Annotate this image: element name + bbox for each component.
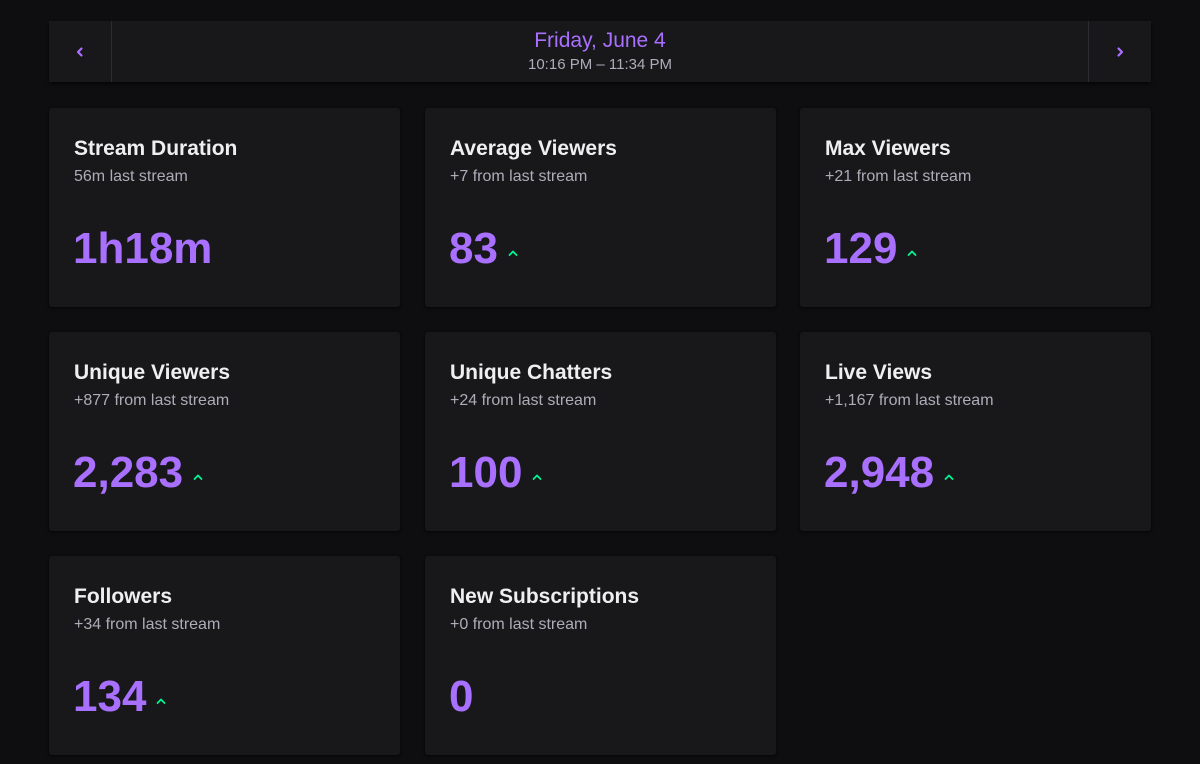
trend-up-icon xyxy=(508,250,518,256)
stat-title: Stream Duration xyxy=(74,137,238,160)
stat-title: Unique Chatters xyxy=(450,361,613,384)
stat-comparison: +7 from last stream xyxy=(450,168,588,185)
stat-title: Live Views xyxy=(825,361,933,384)
trend-up-icon xyxy=(193,474,203,480)
stat-card-average-viewers: Average Viewers +7 from last stream 83 xyxy=(425,108,776,307)
stat-title: Average Viewers xyxy=(450,137,617,160)
stat-title: Followers xyxy=(74,585,173,608)
stat-comparison: +877 from last stream xyxy=(74,392,230,409)
date-navigator: Friday, June 4 10:16 PM – 11:34 PM xyxy=(49,21,1151,82)
stat-comparison: 56m last stream xyxy=(74,168,188,185)
stat-value: 0 xyxy=(449,672,474,721)
stat-title: Unique Viewers xyxy=(74,361,231,384)
stat-comparison: +0 from last stream xyxy=(450,616,588,633)
stat-comparison: +34 from last stream xyxy=(74,616,221,633)
stat-title: New Subscriptions xyxy=(450,585,640,608)
stream-date-display: Friday, June 4 10:16 PM – 11:34 PM xyxy=(112,21,1088,82)
chevron-right-icon xyxy=(1117,46,1124,57)
stat-value: 83 xyxy=(449,224,498,273)
stat-value: 134 xyxy=(73,672,147,721)
stat-value: 2,283 xyxy=(73,448,184,497)
next-stream-button[interactable] xyxy=(1088,21,1151,82)
trend-up-icon xyxy=(944,474,954,480)
stat-card-stream-duration: Stream Duration 56m last stream 1h18m xyxy=(49,108,400,307)
stat-value: 129 xyxy=(824,224,898,273)
chevron-left-icon xyxy=(76,46,83,57)
stat-card-max-viewers: Max Viewers +21 from last stream 129 xyxy=(800,108,1151,307)
stat-comparison: +21 from last stream xyxy=(825,168,972,185)
stat-comparison: +24 from last stream xyxy=(450,392,597,409)
stat-card-unique-viewers: Unique Viewers +877 from last stream 2,2… xyxy=(49,332,400,531)
stat-value: 100 xyxy=(449,448,523,497)
stat-card-unique-chatters: Unique Chatters +24 from last stream 100 xyxy=(425,332,776,531)
trend-up-icon xyxy=(533,474,542,480)
stat-card-new-subscriptions: New Subscriptions +0 from last stream 0 xyxy=(425,556,776,755)
stream-date: Friday, June 4 xyxy=(534,29,666,52)
stream-time-range: 10:16 PM – 11:34 PM xyxy=(528,56,672,73)
trend-up-icon xyxy=(157,698,166,704)
trend-up-icon xyxy=(908,250,917,256)
stat-title: Max Viewers xyxy=(825,137,951,160)
stat-card-followers: Followers +34 from last stream 134 xyxy=(49,556,400,755)
stat-card-live-views: Live Views +1,167 from last stream 2,948 xyxy=(800,332,1151,531)
stat-value: 1h18m xyxy=(73,224,213,273)
previous-stream-button[interactable] xyxy=(49,21,112,82)
stat-comparison: +1,167 from last stream xyxy=(825,392,994,409)
stat-value: 2,948 xyxy=(824,448,935,497)
